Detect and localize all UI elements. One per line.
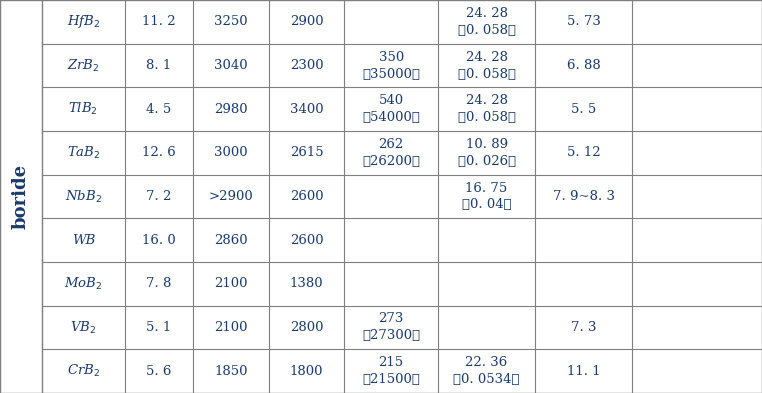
Text: >2900: >2900 <box>209 190 253 203</box>
Text: 350
（35000）: 350 （35000） <box>362 50 420 81</box>
Text: 3000: 3000 <box>214 146 248 159</box>
Text: ZrB$_{2}$: ZrB$_{2}$ <box>67 57 100 73</box>
Text: 2600: 2600 <box>290 234 323 247</box>
Text: 7. 9~8. 3: 7. 9~8. 3 <box>552 190 615 203</box>
Text: CrB$_{2}$: CrB$_{2}$ <box>67 363 100 379</box>
Text: 11. 2: 11. 2 <box>142 15 176 28</box>
Text: VB$_{2}$: VB$_{2}$ <box>70 320 97 336</box>
Text: 2600: 2600 <box>290 190 323 203</box>
Text: 262
（26200）: 262 （26200） <box>362 138 420 168</box>
Text: TlB$_{2}$: TlB$_{2}$ <box>69 101 98 117</box>
Text: 24. 28
（0. 058）: 24. 28 （0. 058） <box>457 94 516 124</box>
Text: 22. 36
（0. 0534）: 22. 36 （0. 0534） <box>453 356 520 386</box>
Text: 1380: 1380 <box>290 277 323 290</box>
Text: 7. 8: 7. 8 <box>146 277 171 290</box>
Text: 215
（21500）: 215 （21500） <box>362 356 420 386</box>
Text: 3040: 3040 <box>214 59 248 72</box>
Text: 2900: 2900 <box>290 15 323 28</box>
Text: NbB$_{2}$: NbB$_{2}$ <box>65 189 102 204</box>
Text: 11. 1: 11. 1 <box>567 365 600 378</box>
Text: 7. 3: 7. 3 <box>571 321 597 334</box>
Text: 8. 1: 8. 1 <box>146 59 171 72</box>
Text: 2860: 2860 <box>214 234 248 247</box>
Text: 2100: 2100 <box>214 321 248 334</box>
Text: 12. 6: 12. 6 <box>142 146 176 159</box>
Text: 2100: 2100 <box>214 277 248 290</box>
Text: 2300: 2300 <box>290 59 323 72</box>
Text: 5. 12: 5. 12 <box>567 146 600 159</box>
Text: 1800: 1800 <box>290 365 323 378</box>
Text: 1850: 1850 <box>214 365 248 378</box>
Text: 5. 6: 5. 6 <box>146 365 171 378</box>
Text: 24. 28
（0. 058）: 24. 28 （0. 058） <box>457 7 516 37</box>
Text: 3400: 3400 <box>290 103 323 116</box>
Text: HfB$_{2}$: HfB$_{2}$ <box>66 13 100 30</box>
Text: 4. 5: 4. 5 <box>146 103 171 116</box>
Text: 5. 73: 5. 73 <box>567 15 600 28</box>
Text: 273
（27300）: 273 （27300） <box>362 312 420 343</box>
Text: 16. 0: 16. 0 <box>142 234 176 247</box>
Text: 6. 88: 6. 88 <box>567 59 600 72</box>
Text: 10. 89
（0. 026）: 10. 89 （0. 026） <box>457 138 516 168</box>
Text: 2615: 2615 <box>290 146 323 159</box>
Text: 16. 75
（0. 04）: 16. 75 （0. 04） <box>462 182 511 211</box>
Text: TaB$_{2}$: TaB$_{2}$ <box>66 145 100 161</box>
Text: 7. 2: 7. 2 <box>146 190 171 203</box>
Text: 3250: 3250 <box>214 15 248 28</box>
Text: 2980: 2980 <box>214 103 248 116</box>
Text: 24. 28
（0. 058）: 24. 28 （0. 058） <box>457 50 516 81</box>
Text: boride: boride <box>12 164 30 229</box>
Text: 5. 5: 5. 5 <box>572 103 597 116</box>
Text: WB: WB <box>72 234 95 247</box>
Text: 2800: 2800 <box>290 321 323 334</box>
Text: 540
（54000）: 540 （54000） <box>362 94 420 124</box>
Text: MoB$_{2}$: MoB$_{2}$ <box>64 276 103 292</box>
Text: 5. 1: 5. 1 <box>146 321 171 334</box>
